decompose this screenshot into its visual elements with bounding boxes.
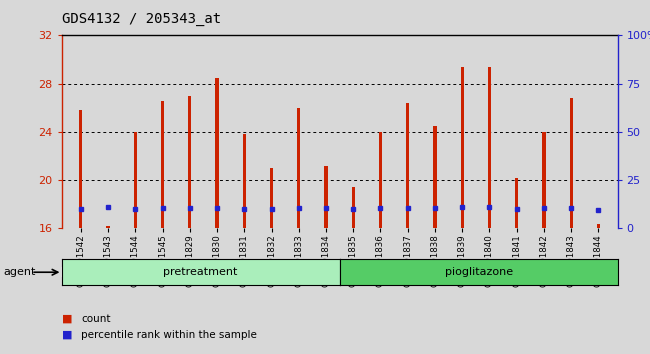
- Bar: [134, 132, 137, 228]
- Bar: [215, 78, 218, 228]
- Bar: [515, 178, 518, 228]
- Bar: [542, 132, 545, 228]
- Bar: [488, 67, 491, 228]
- Bar: [270, 168, 273, 228]
- Text: agent: agent: [3, 267, 36, 277]
- Bar: [352, 187, 355, 228]
- Bar: [569, 98, 573, 228]
- Text: ■: ■: [62, 314, 72, 324]
- Bar: [406, 103, 410, 228]
- Text: percentile rank within the sample: percentile rank within the sample: [81, 330, 257, 339]
- Bar: [597, 223, 600, 228]
- Bar: [461, 67, 464, 228]
- Text: count: count: [81, 314, 110, 324]
- Text: pioglitazone: pioglitazone: [445, 267, 513, 277]
- Bar: [79, 110, 83, 228]
- Bar: [161, 101, 164, 228]
- Text: ■: ■: [62, 330, 72, 339]
- Bar: [242, 134, 246, 228]
- Bar: [434, 126, 437, 228]
- Bar: [297, 108, 300, 228]
- Bar: [379, 132, 382, 228]
- Bar: [107, 226, 110, 228]
- Bar: [324, 166, 328, 228]
- Bar: [188, 96, 191, 228]
- Text: GDS4132 / 205343_at: GDS4132 / 205343_at: [62, 12, 221, 27]
- Text: pretreatment: pretreatment: [164, 267, 238, 277]
